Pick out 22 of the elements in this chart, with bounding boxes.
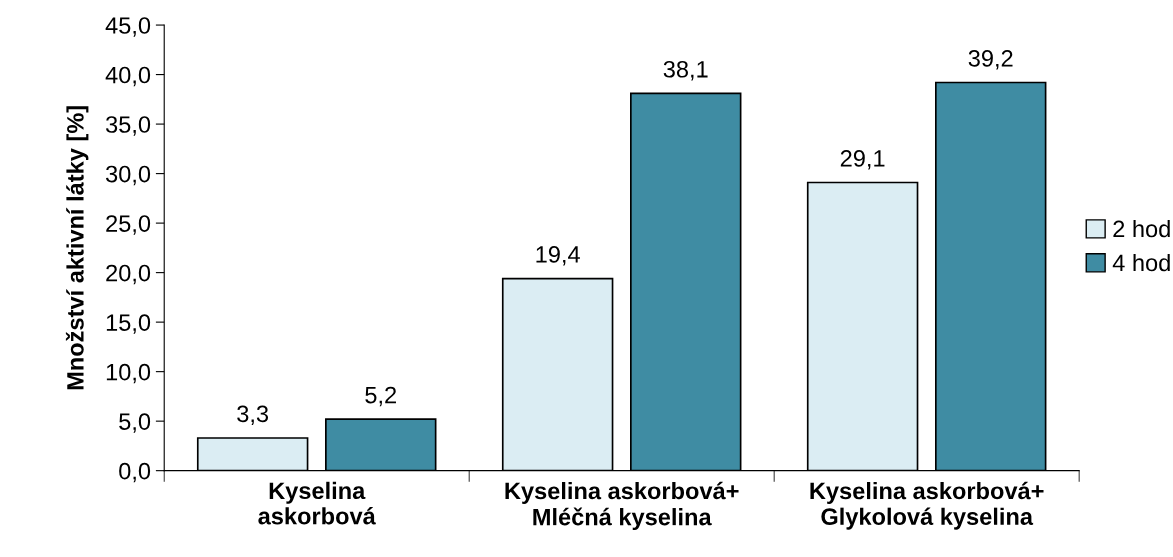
y-tick-label: 30,0 xyxy=(105,165,151,186)
data-label: 19,4 xyxy=(536,246,580,266)
y-tick-label: 0,0 xyxy=(119,462,151,483)
y-axis-title: Množství aktivní látky [%] xyxy=(65,106,89,390)
x-tick-label: Kyselina askorbová+ Mléčná kyselina xyxy=(505,481,739,531)
y-tick-label: 45,0 xyxy=(105,17,151,37)
data-label: 3,3 xyxy=(237,405,269,425)
data-label: 38,1 xyxy=(663,60,708,81)
y-tick-label: 15,0 xyxy=(106,314,151,334)
y-tick-label: 25,0 xyxy=(106,215,151,235)
x-tick-label: Kyselina askorbová xyxy=(258,481,376,525)
legend-label: 4 hod xyxy=(1112,253,1170,272)
y-tick-label: 10,0 xyxy=(106,363,151,384)
y-tick-label: 5,0 xyxy=(119,413,151,433)
y-tick-label: 40,0 xyxy=(105,66,151,87)
x-tick-label: Kyselina askorbová+ Glykolová kyselina xyxy=(810,481,1044,530)
y-tick-label: 35,0 xyxy=(105,116,151,136)
legend-label: 2 hod xyxy=(1113,219,1170,238)
data-label: 39,2 xyxy=(968,50,1013,70)
data-label: 5,2 xyxy=(365,386,396,407)
data-label: 29,1 xyxy=(840,150,885,170)
y-tick-label: 20,0 xyxy=(106,264,151,285)
